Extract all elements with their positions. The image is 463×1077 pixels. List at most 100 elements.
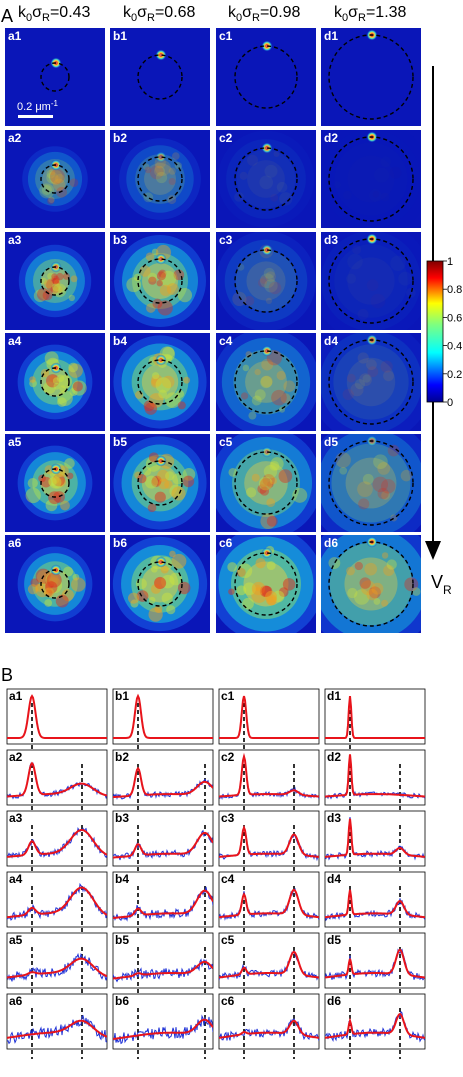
tile-label-c4: c4	[219, 334, 233, 348]
profile-plot-c1: c1	[218, 688, 320, 754]
image-tile-b2: b2	[110, 130, 210, 228]
image-tile-a5: a5	[5, 434, 105, 532]
image-tile-a3: a3	[5, 232, 105, 330]
profile-plot-a2: a2	[6, 749, 108, 815]
column-header-a: k0σR=0.43	[18, 4, 91, 24]
colorbar-tick-label: 0.6	[447, 312, 462, 324]
profile-plot-b6: b6	[112, 993, 214, 1059]
tile-label-c6: c6	[219, 536, 233, 550]
image-tile-d6: d6	[321, 535, 421, 633]
fit-profile-line	[113, 766, 213, 799]
fit-profile-line	[219, 1019, 319, 1039]
image-tile-c3: c3	[216, 232, 316, 330]
profile-label-c4: c4	[221, 872, 235, 886]
profile-label-d2: d2	[327, 750, 341, 764]
tile-label-b6: b6	[113, 536, 127, 550]
profile-label-b2: b2	[115, 750, 129, 764]
fit-profile-line	[113, 960, 213, 980]
fit-profile-line	[325, 818, 425, 858]
fit-profile-line	[219, 888, 319, 919]
tile-label-a4: a4	[8, 334, 22, 348]
image-tile-b6: b6	[110, 535, 210, 633]
profile-plot-a6: a6	[6, 993, 108, 1059]
image-tile-c2: c2	[216, 130, 316, 228]
fit-profile-line	[7, 957, 107, 979]
profile-label-b5: b5	[115, 933, 129, 947]
column-headers: k0σR=0.43 k0σR=0.68 k0σR=0.98 k0σR=1.38	[18, 4, 407, 24]
momentum-distribution-grid: a1 b1 c1 d1 a2 b2 c2 d2 a3 b3 c3 d3 a4 b4 c4 d4 a5 b5 c5 d5…	[5, 28, 421, 633]
profile-label-d1: d1	[327, 689, 341, 703]
profile-label-d6: d6	[327, 994, 341, 1008]
colorbar: 1 0.8 0.6 0.4 0.2 0	[426, 256, 462, 409]
profile-plot-b2: b2	[112, 749, 214, 815]
image-tile-d3: d3	[321, 232, 421, 330]
profile-label-a1: a1	[9, 689, 23, 703]
profile-label-a3: a3	[9, 811, 23, 825]
profile-plot-b5: b5	[112, 932, 214, 998]
image-tile-b5: b5	[110, 434, 210, 532]
tile-label-d1: d1	[324, 29, 338, 43]
image-tile-b4: b4	[110, 333, 210, 431]
profile-label-a4: a4	[9, 872, 23, 886]
image-tile-b1: b1	[110, 28, 210, 126]
profile-label-d3: d3	[327, 811, 341, 825]
fit-profile-line	[219, 824, 319, 858]
tile-label-d5: d5	[324, 435, 338, 449]
profile-label-a5: a5	[9, 933, 23, 947]
image-tile-d1: d1	[321, 28, 421, 126]
profile-plot-c4: c4	[218, 871, 320, 937]
tile-label-b5: b5	[113, 435, 127, 449]
image-tile-a6: a6	[5, 535, 105, 633]
profile-plot-d2: d2	[324, 749, 426, 815]
tile-label-d4: d4	[324, 334, 338, 348]
colorbar-tick-label: 0.4	[447, 341, 462, 353]
profile-label-b6: b6	[115, 994, 129, 1008]
tile-label-d3: d3	[324, 233, 338, 247]
profile-label-c5: c5	[221, 933, 235, 947]
profile-label-b4: b4	[115, 872, 129, 886]
tile-label-b2: b2	[113, 131, 127, 145]
image-tile-a4: a4	[5, 333, 105, 431]
fit-profile-line	[7, 829, 107, 858]
fit-profile-line	[325, 754, 425, 798]
tile-label-c2: c2	[219, 131, 233, 145]
profile-plot-c3: c3	[218, 810, 320, 876]
image-tile-c5: c5	[216, 434, 316, 532]
profile-label-b1: b1	[115, 689, 129, 703]
profile-label-b3: b3	[115, 811, 129, 825]
tile-label-c5: c5	[219, 435, 233, 449]
fit-profile-line	[325, 889, 425, 919]
colorbar-tick-label: 0	[447, 397, 453, 409]
fit-profile-line	[7, 761, 107, 798]
tile-label-c3: c3	[219, 233, 233, 247]
fit-profile-line	[7, 694, 107, 739]
tile-label-c1: c1	[219, 29, 233, 43]
profile-plot-a3: a3	[6, 810, 108, 876]
colorbar-tick-label: 0.8	[447, 284, 462, 296]
tile-label-a5: a5	[8, 435, 22, 449]
panel-a-label: A	[1, 6, 13, 26]
colorbar-tick-label: 1	[447, 256, 453, 268]
profile-plot-c5: c5	[218, 932, 320, 998]
tile-label-a1: a1	[8, 29, 22, 43]
profile-plot-a4: a4	[6, 871, 108, 937]
colorbar-gradient	[426, 260, 444, 403]
column-header-c: k0σR=0.98	[228, 4, 301, 24]
profile-plot-d5: d5	[324, 932, 426, 998]
fit-profile-line	[325, 948, 425, 979]
fit-profile-line	[325, 696, 425, 739]
image-tile-a2: a2	[5, 130, 105, 228]
profile-plot-a1: a1	[6, 688, 108, 754]
scale-bar-label: 0.2 μm-1	[17, 99, 59, 113]
profile-plot-c2: c2	[218, 749, 320, 815]
tile-label-b3: b3	[113, 233, 127, 247]
fit-profile-line	[113, 1018, 213, 1040]
velocity-arrow-label: VR	[431, 572, 452, 597]
profile-plots-grid: a1 b1 c1 d1 a2 b2 c2 d2 a3 b3 c3 d3 a4 b4 c4 d4 a5 b5 c5 d5…	[6, 688, 426, 1059]
profile-label-a2: a2	[9, 750, 23, 764]
colorbar-ticks: 1 0.8 0.6 0.4 0.2 0	[443, 256, 462, 409]
profile-plot-d6: d6	[324, 993, 426, 1059]
profile-label-a6: a6	[9, 994, 23, 1008]
tile-label-b4: b4	[113, 334, 127, 348]
